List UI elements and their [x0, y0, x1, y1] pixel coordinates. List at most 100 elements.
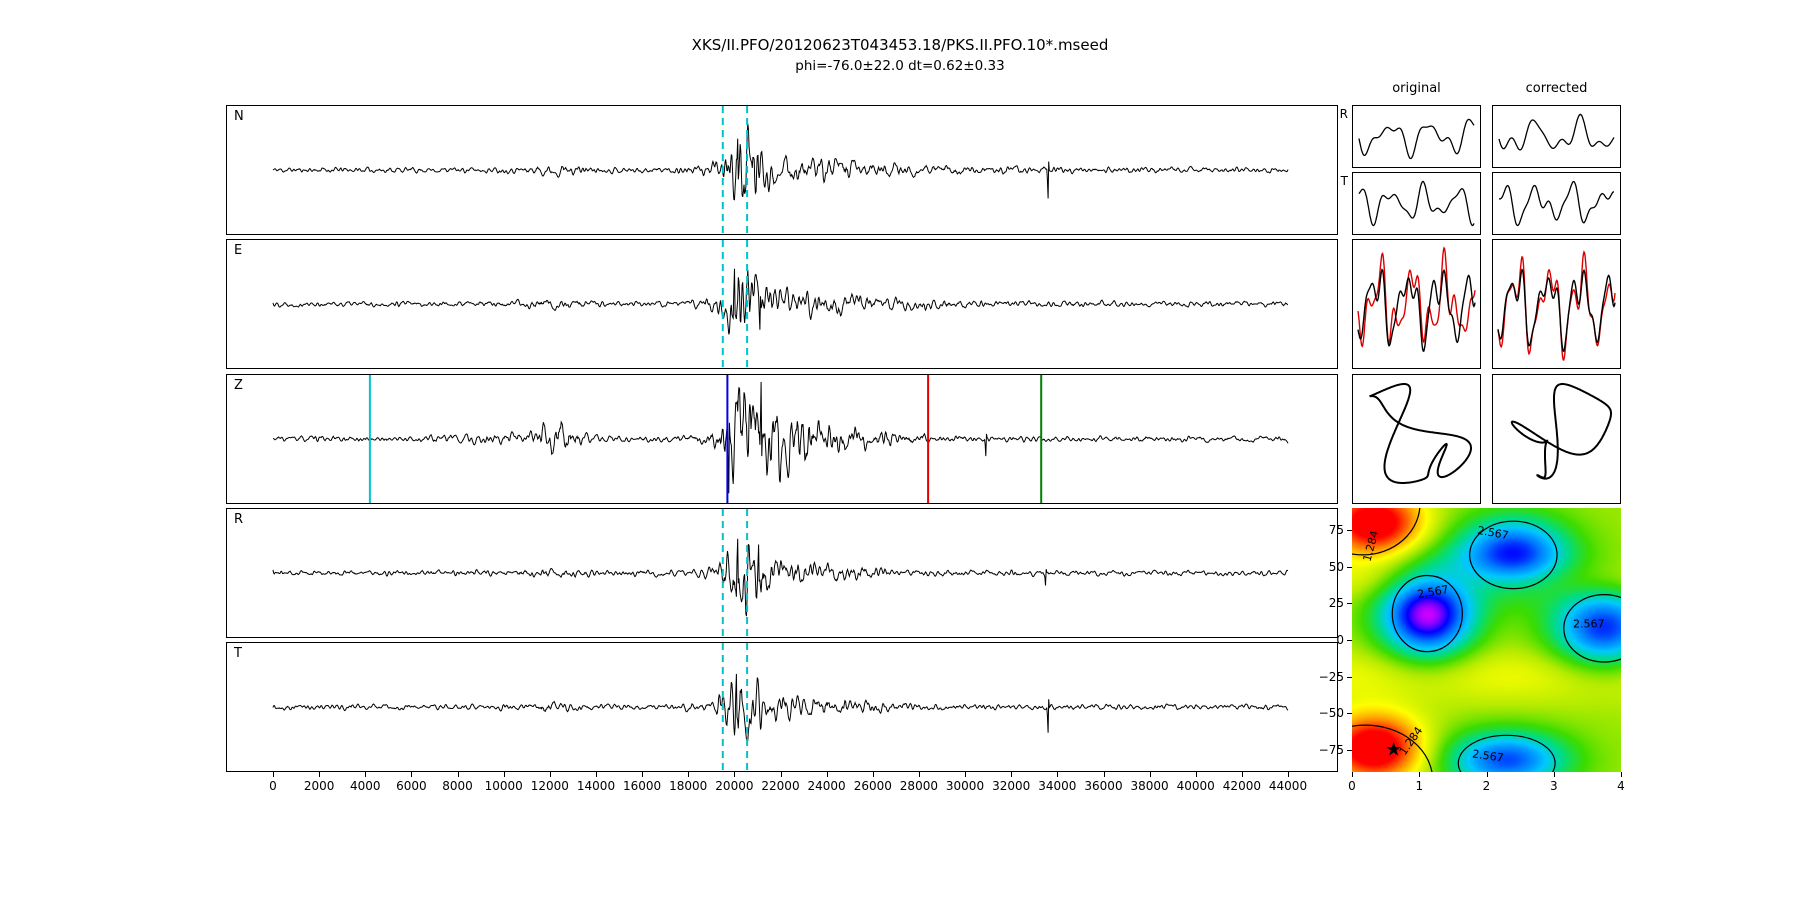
x-axis-tick — [319, 772, 321, 777]
x-axis-tick-label: 2000 — [303, 779, 335, 793]
waveform-panel-N: N — [226, 105, 1338, 235]
contour-overlay — [1352, 508, 1621, 772]
x-axis-tick — [872, 772, 874, 777]
x-axis-tick — [365, 772, 367, 777]
contour-line — [1352, 508, 1421, 556]
waveform-plot — [272, 240, 1289, 368]
side-row-label-T: T — [1340, 174, 1348, 188]
seismic-trace — [272, 123, 1289, 201]
mini-panel-T-corrected — [1492, 172, 1621, 235]
seismic-trace — [272, 268, 1289, 335]
map-y-tick-label: 25 — [1328, 596, 1344, 611]
x-axis-tick — [734, 772, 736, 777]
panel-label-Z: Z — [234, 378, 243, 393]
mini-plot — [1498, 113, 1615, 151]
map-y-tick-label: −50 — [1318, 706, 1344, 721]
mini-panel-R-original — [1352, 105, 1481, 168]
x-axis-tick — [549, 772, 551, 777]
x-axis-tick — [1288, 772, 1289, 777]
x-axis-tick-label: 0 — [269, 779, 277, 793]
map-y-tick — [1347, 713, 1352, 715]
contour-line — [1457, 734, 1556, 772]
mini-plot — [1510, 383, 1612, 480]
x-axis-tick — [457, 772, 459, 777]
map-x-tick — [1352, 772, 1353, 777]
x-axis-tick-label: 16000 — [623, 779, 662, 793]
panel-label-R: R — [234, 512, 244, 527]
overlay-panel-corrected — [1492, 239, 1621, 369]
map-x-tick — [1419, 772, 1421, 777]
contour-line — [1391, 574, 1463, 653]
x-axis-tick-label: 12000 — [530, 779, 569, 793]
map-x-tick — [1553, 772, 1555, 777]
map-y-tick — [1347, 566, 1352, 568]
map-x-tick — [1621, 772, 1622, 777]
hodogram-panel-corrected — [1492, 374, 1621, 504]
column-header-original: original — [1392, 81, 1441, 96]
waveform-panel-E: E — [226, 239, 1338, 369]
waveform-plot — [272, 106, 1289, 234]
x-axis-tick — [688, 772, 690, 777]
map-x-tick — [1486, 772, 1488, 777]
mini-plot — [1498, 180, 1614, 227]
map-x-tick-label: 3 — [1549, 779, 1558, 793]
map-x-tick-label: 1 — [1415, 779, 1424, 793]
x-axis-tick — [273, 772, 274, 777]
x-axis-tick-label: 32000 — [992, 779, 1031, 793]
map-y-tick-label: 75 — [1328, 523, 1344, 537]
best-solution-star: ★ — [1385, 739, 1403, 762]
waveform-plot — [272, 375, 1289, 503]
mini-plot — [1357, 246, 1476, 353]
x-axis-tick-label: 14000 — [576, 779, 616, 793]
map-y-tick — [1347, 640, 1352, 641]
x-axis-tick-label: 42000 — [1222, 779, 1261, 793]
x-axis-tick — [1241, 772, 1243, 777]
figure-subtitle: phi=-76.0±22.0 dt=0.62±0.33 — [795, 58, 1005, 74]
mini-plot — [1358, 180, 1475, 227]
map-y-tick-label: −25 — [1318, 669, 1344, 684]
x-axis-tick — [1149, 772, 1151, 777]
x-axis-tick — [503, 772, 505, 777]
map-y-tick — [1347, 750, 1352, 751]
x-axis-tick-label: 8000 — [442, 779, 473, 793]
seismic-trace — [272, 381, 1289, 494]
seismic-trace — [272, 673, 1289, 744]
map-y-tick-label: −75 — [1318, 743, 1344, 757]
side-row-label-R: R — [1339, 107, 1348, 121]
mini-trace-R — [1358, 118, 1475, 160]
x-axis-tick-label: 38000 — [1130, 779, 1169, 793]
figure-title: XKS/II.PFO/20120623T043453.18/PKS.II.PFO… — [691, 36, 1109, 54]
x-axis-tick-label: 22000 — [761, 779, 800, 793]
x-axis-tick — [780, 772, 782, 777]
overlay-panel-original — [1352, 239, 1481, 369]
x-axis-tick-label: 34000 — [1038, 779, 1077, 793]
overlay-trace-red — [1357, 246, 1476, 348]
panel-label-N: N — [234, 109, 244, 124]
x-axis-tick-label: 44000 — [1268, 779, 1308, 793]
x-axis-tick — [918, 772, 920, 777]
x-axis-tick-label: 18000 — [669, 779, 708, 793]
x-axis-tick — [1057, 772, 1059, 777]
map-x-tick-label: 0 — [1348, 779, 1356, 793]
x-axis-tick-label: 40000 — [1176, 779, 1215, 793]
x-axis-tick-label: 10000 — [484, 779, 523, 793]
mini-plot — [1497, 250, 1616, 361]
energy-map-canvas — [1352, 508, 1621, 772]
x-axis-tick — [411, 772, 413, 777]
x-axis-tick-label: 28000 — [899, 779, 938, 793]
contour-line — [1469, 520, 1558, 590]
x-axis-tick-label: 4000 — [350, 779, 381, 793]
map-x-tick-label: 2 — [1482, 779, 1491, 793]
overlay-trace-black — [1497, 268, 1616, 353]
waveform-plot — [272, 509, 1289, 637]
mini-panel-R-corrected — [1492, 105, 1621, 168]
panel-label-T: T — [234, 646, 242, 661]
x-axis-tick — [642, 772, 644, 777]
x-axis-tick-label: 26000 — [853, 779, 892, 793]
map-y-tick — [1347, 603, 1352, 605]
x-axis-tick-label: 36000 — [1084, 779, 1123, 793]
contour-line — [1352, 724, 1433, 772]
waveform-panel-T: T — [226, 642, 1338, 772]
energy-map: 1.284 2.567 2.567 2.567 1.284 2.567 ★ — [1352, 508, 1621, 772]
